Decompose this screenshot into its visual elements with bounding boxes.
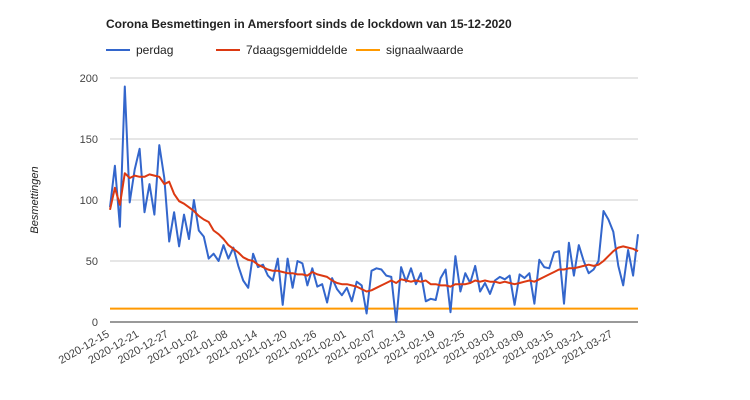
y-axis-label: Besmettingen: [29, 166, 41, 233]
chart-title: Corona Besmettingen in Amersfoort sinds …: [106, 17, 512, 31]
series-7daagsgemiddelde-line: [109, 172, 639, 293]
x-axis-ticks: 2020-12-152020-12-212020-12-272021-01-02…: [57, 328, 615, 367]
legend-label-perdag: perdag: [136, 43, 173, 57]
legend-label-7daagsgemiddelde: 7daagsgemiddelde: [246, 43, 348, 57]
y-tick-label: 50: [86, 256, 98, 268]
y-tick-label: 200: [80, 73, 98, 85]
legend-label-signaalwaarde: signaalwaarde: [386, 43, 464, 57]
y-axis-ticks: 0 50 100 150 200: [80, 73, 98, 329]
y-tick-label: 100: [80, 195, 98, 207]
gridlines: [110, 77, 638, 323]
y-tick-label: 0: [92, 317, 98, 329]
y-tick-label: 150: [80, 134, 98, 146]
chart-legend: perdag 7daagsgemiddelde signaalwaarde: [106, 43, 464, 57]
series-perdag-line: [109, 85, 639, 323]
series-lines: [109, 85, 639, 323]
